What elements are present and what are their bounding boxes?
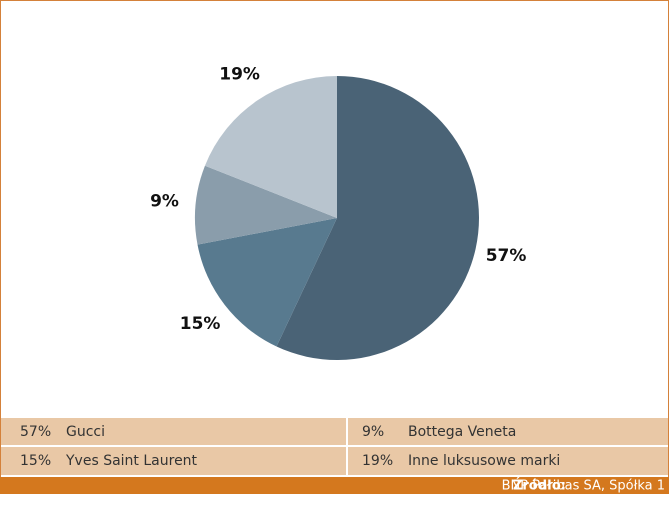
slice-label: 15% [180,314,221,334]
pie-slice [276,76,480,360]
source: BNP Paribas SA, Spółka 1 [502,479,665,494]
legend-value: 9% [362,424,384,440]
legend-value: 19% [362,453,393,469]
legend-row [1,418,668,445]
source-label: Źródło: [513,478,566,494]
legend-label: Inne luksusowe marki [408,453,560,469]
slice-label: 19% [219,65,260,85]
legend-label: Yves Saint Laurent [65,453,198,469]
slice-label: 9% [150,192,179,212]
pie-slice [197,218,337,347]
source-bar [0,477,669,494]
legend-value: 57% [20,424,51,440]
slice-label: 57% [486,246,527,266]
legend-value: 15% [20,453,51,469]
legend-label: Gucci [66,424,105,440]
pie-slice [195,165,337,245]
pie-slice [204,75,337,218]
legend-label: Bottega Veneta [408,424,516,440]
legend-row [1,447,668,475]
